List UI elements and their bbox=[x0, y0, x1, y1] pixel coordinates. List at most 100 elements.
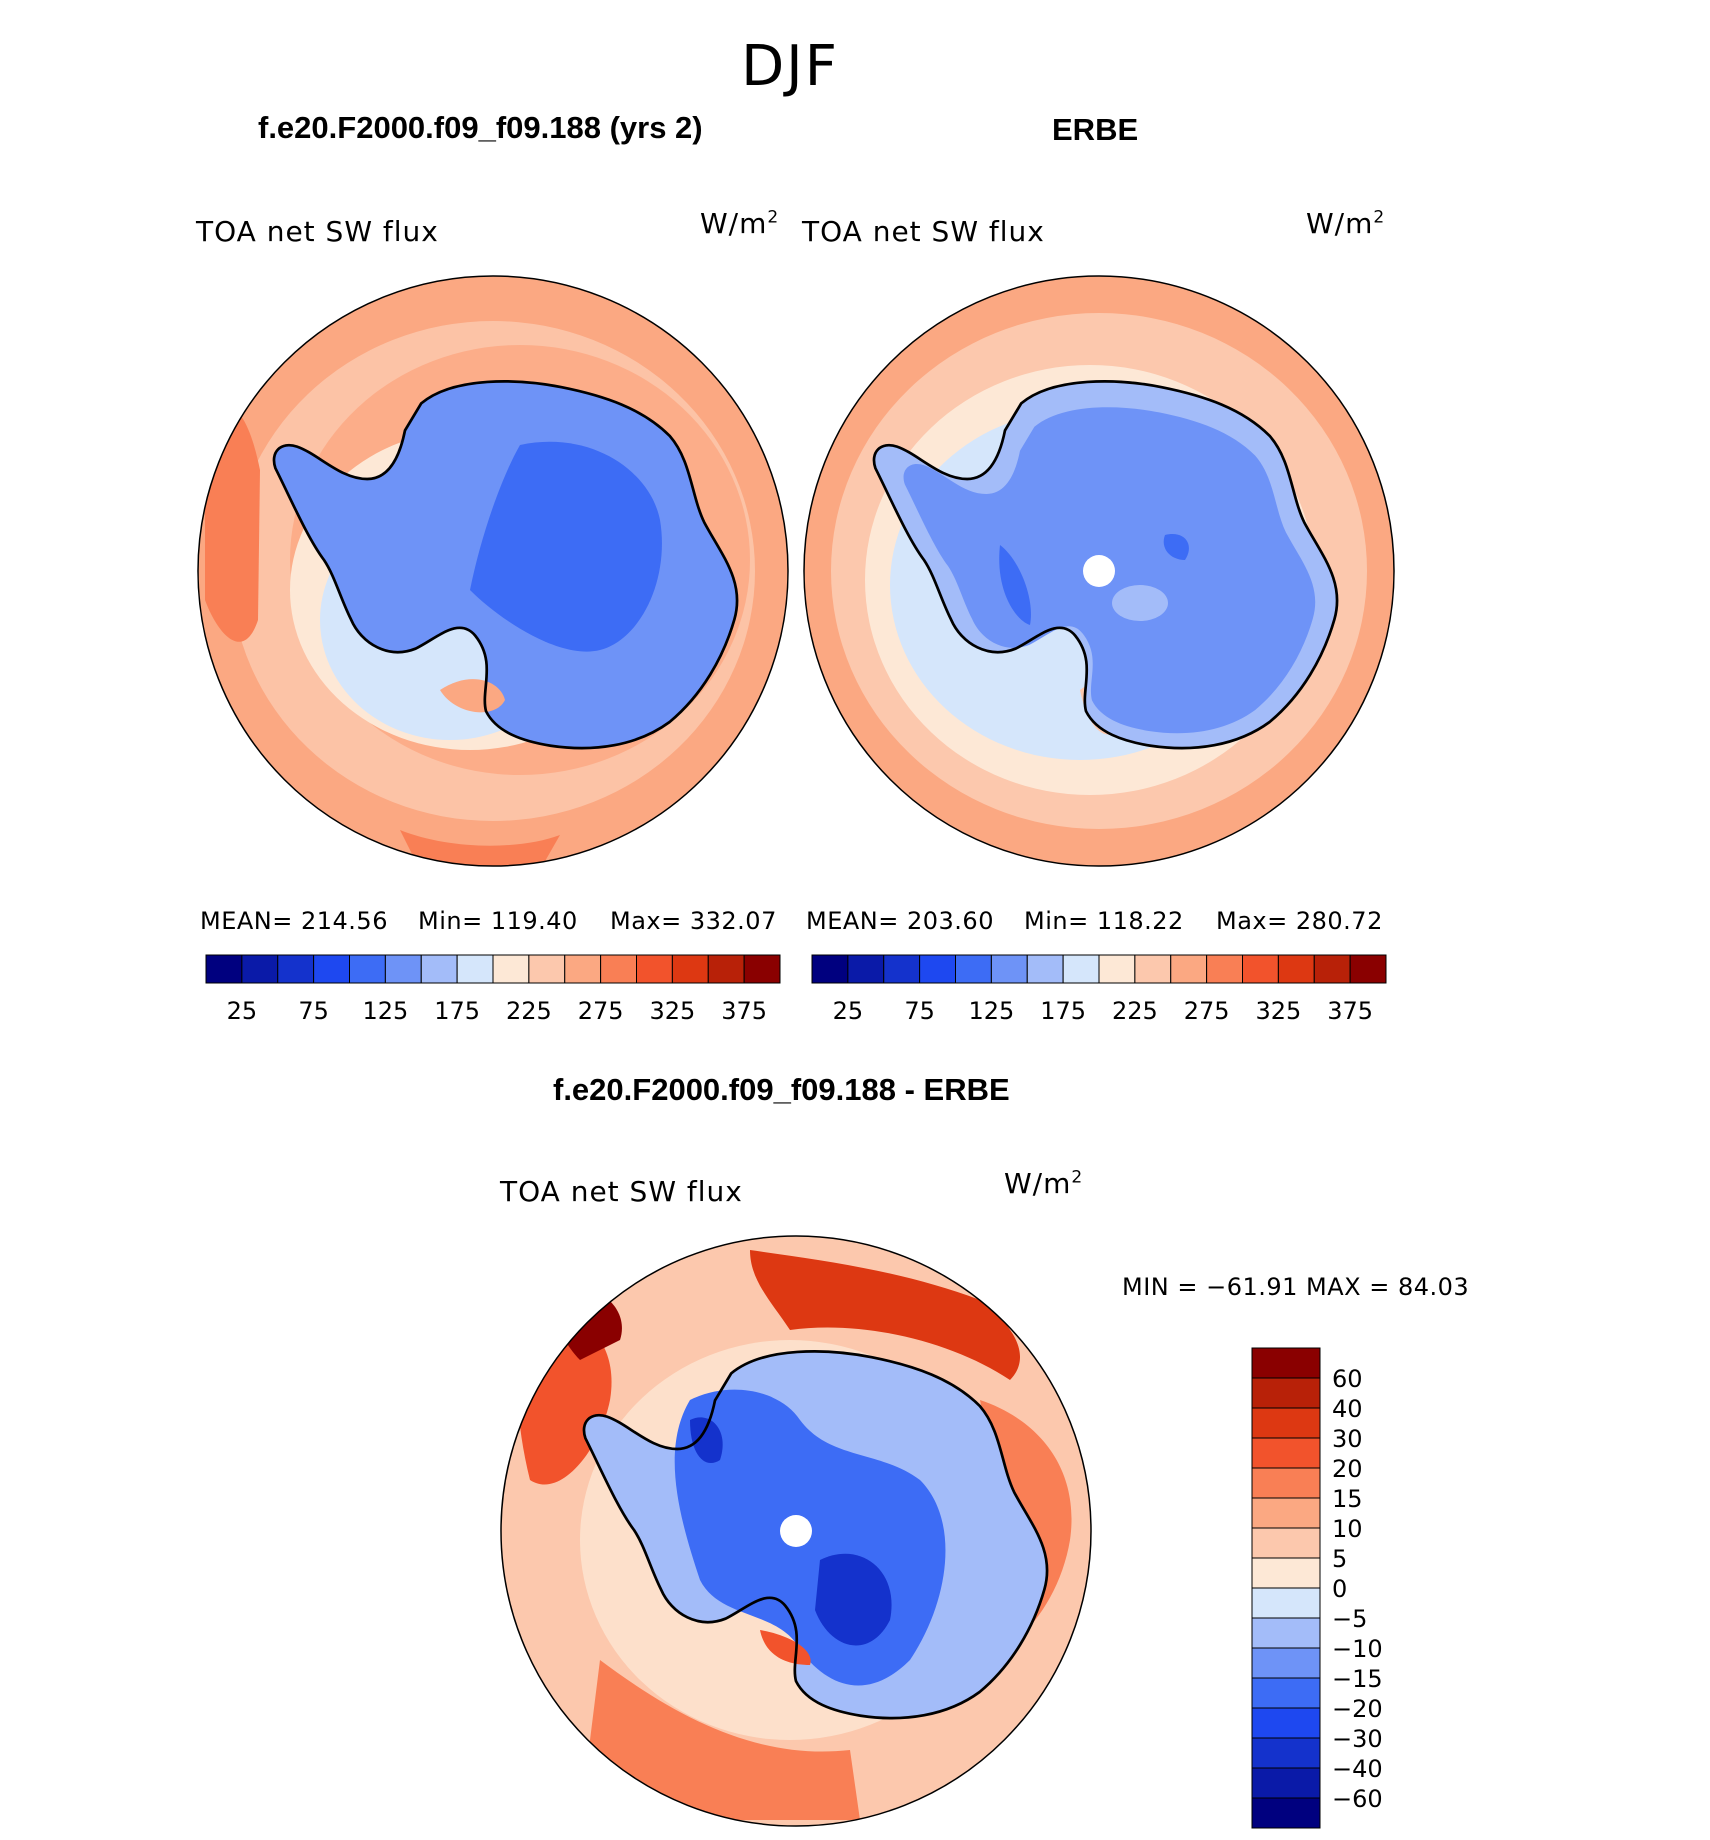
diff-colorbar-tick-label: −15 bbox=[1332, 1665, 1383, 1693]
diff-colorbar-tick-label: 40 bbox=[1332, 1395, 1363, 1423]
model-colorbar-tick-label: 75 bbox=[298, 997, 329, 1025]
diff-colorbar-tick-label: −60 bbox=[1332, 1785, 1383, 1813]
diff-interior-min bbox=[815, 1553, 892, 1646]
obs-colorbar-swatch bbox=[1242, 954, 1279, 984]
obs-colorbar-swatch bbox=[1313, 954, 1351, 984]
model-max-stat: Max= 332.07 bbox=[610, 907, 777, 935]
diff-colorbar-swatch bbox=[1251, 1677, 1321, 1709]
obs-colorbar-swatch bbox=[883, 954, 921, 984]
diff-ross-high bbox=[760, 1630, 811, 1665]
model-colorbar-tick-label: 275 bbox=[578, 997, 624, 1025]
obs-colorbar-tick-label: 325 bbox=[1255, 997, 1301, 1025]
obs-colorbar-swatch bbox=[1170, 954, 1208, 984]
obs-units-label: W/m2 bbox=[1306, 207, 1385, 240]
diff-colorbar-tick-label: 0 bbox=[1332, 1575, 1347, 1603]
obs-colorbar-swatch bbox=[811, 954, 849, 984]
model-colorbar-tick-label: 25 bbox=[227, 997, 258, 1025]
obs-west-low bbox=[999, 545, 1031, 625]
diff-colorbar-tick-label: −20 bbox=[1332, 1695, 1383, 1723]
diff-minmax-stat: MIN = −61.91 MAX = 84.03 bbox=[1122, 1273, 1470, 1301]
obs-colorbar-swatch bbox=[847, 954, 885, 984]
obs-colorbar-swatch bbox=[1277, 954, 1315, 984]
obs-colorbar-swatch bbox=[1026, 954, 1064, 984]
diff-colorbar-tick-label: 30 bbox=[1332, 1425, 1363, 1453]
obs-interior-patch bbox=[1112, 585, 1168, 621]
diff-colorbar-tick-label: −30 bbox=[1332, 1725, 1383, 1753]
model-colorbar-swatch bbox=[743, 954, 781, 984]
diff-colorbar-swatch bbox=[1251, 1497, 1321, 1529]
diff-colorbar-tick-label: 20 bbox=[1332, 1455, 1363, 1483]
model-colorbar: 25 75 125 175 225 275 325 375 bbox=[205, 954, 781, 1025]
model-colorbar-swatch bbox=[707, 954, 745, 984]
diff-map bbox=[501, 1236, 1091, 1826]
diff-colorbar-tick-label: −5 bbox=[1332, 1605, 1367, 1633]
model-colorbar-tick-label: 175 bbox=[434, 997, 480, 1025]
diff-colorbar-swatch bbox=[1251, 1467, 1321, 1499]
model-colorbar-swatch bbox=[313, 954, 350, 984]
diff-colorbar-swatch bbox=[1251, 1437, 1321, 1469]
obs-colorbar-swatch bbox=[1134, 954, 1172, 984]
diff-units-sup: 2 bbox=[1071, 1167, 1084, 1188]
model-panel-title: f.e20.F2000.f09_f09.188 (yrs 2) bbox=[258, 110, 703, 145]
diff-colorbar-swatch bbox=[1251, 1797, 1321, 1829]
season-title: DJF bbox=[741, 34, 839, 99]
obs-colorbar-tick-label: 175 bbox=[1040, 997, 1086, 1025]
obs-colorbar-swatch bbox=[1206, 954, 1243, 984]
obs-units-text: W/m bbox=[1306, 207, 1374, 240]
model-colorbar-swatch bbox=[600, 954, 637, 984]
diff-colorbar-tick-label: −10 bbox=[1332, 1635, 1383, 1663]
diff-colorbar-tick-label: −40 bbox=[1332, 1755, 1383, 1783]
obs-colorbar-tick-label: 25 bbox=[833, 997, 864, 1025]
obs-map bbox=[804, 276, 1394, 866]
obs-units-sup: 2 bbox=[1373, 207, 1386, 228]
diff-colorbar-swatch bbox=[1251, 1527, 1321, 1559]
model-map bbox=[198, 276, 788, 866]
obs-east-low bbox=[1163, 534, 1189, 560]
model-variable-label: TOA net SW flux bbox=[196, 215, 439, 248]
obs-colorbar: 25 75 125 175 225 275 325 375 bbox=[811, 954, 1387, 1025]
diff-colorbar-swatch bbox=[1251, 1407, 1321, 1439]
model-map-border bbox=[197, 275, 789, 867]
diff-west-min bbox=[690, 1417, 723, 1464]
obs-colorbar-swatch bbox=[990, 954, 1028, 984]
model-mean-stat: MEAN= 214.56 bbox=[200, 907, 388, 935]
model-west-high bbox=[205, 407, 260, 642]
obs-colorbar-tick-label: 375 bbox=[1327, 997, 1373, 1025]
obs-min-stat: Min= 118.22 bbox=[1024, 907, 1184, 935]
diff-colorbar-swatch bbox=[1251, 1587, 1321, 1619]
diff-map-border bbox=[500, 1235, 1092, 1827]
obs-mean-stat: MEAN= 203.60 bbox=[806, 907, 994, 935]
diff-colorbar-swatch bbox=[1251, 1707, 1321, 1739]
model-colorbar-swatch bbox=[205, 954, 243, 984]
diff-units-text: W/m bbox=[1004, 1167, 1072, 1200]
model-interior-low bbox=[470, 441, 662, 652]
model-colorbar-swatch bbox=[528, 954, 566, 984]
obs-colorbar-swatch bbox=[1062, 954, 1100, 984]
obs-colorbar-swatch bbox=[919, 954, 956, 984]
diff-south-high bbox=[580, 1660, 860, 1820]
model-units-sup: 2 bbox=[767, 207, 780, 228]
diff-colorbar-swatch bbox=[1251, 1737, 1321, 1769]
model-colorbar-swatch bbox=[349, 954, 386, 984]
model-colorbar-tick-label: 325 bbox=[649, 997, 695, 1025]
model-colorbar-swatch bbox=[564, 954, 602, 984]
obs-colorbar-swatch bbox=[1349, 954, 1387, 984]
model-colorbar-swatch bbox=[420, 954, 458, 984]
model-min-stat: Min= 119.40 bbox=[418, 907, 578, 935]
diff-colorbar-swatch bbox=[1251, 1377, 1321, 1409]
diff-colorbar-tick-label: 5 bbox=[1332, 1545, 1347, 1573]
model-colorbar-tick-label: 375 bbox=[721, 997, 767, 1025]
obs-colorbar-tick-label: 125 bbox=[968, 997, 1014, 1025]
model-colorbar-swatch bbox=[277, 954, 315, 984]
diff-colorbar-tick-label: 60 bbox=[1332, 1365, 1363, 1393]
obs-colorbar-tick-label: 225 bbox=[1112, 997, 1158, 1025]
diff-colorbar-tick-label: 15 bbox=[1332, 1485, 1363, 1513]
diff-colorbar-swatch bbox=[1251, 1347, 1321, 1379]
obs-map-border bbox=[803, 275, 1395, 867]
diff-north-high bbox=[750, 1250, 1020, 1380]
diff-colorbar-swatch bbox=[1251, 1557, 1321, 1589]
model-colorbar-tick-label: 125 bbox=[362, 997, 408, 1025]
model-colorbar-swatch bbox=[241, 954, 279, 984]
model-colorbar-swatch bbox=[492, 954, 530, 984]
